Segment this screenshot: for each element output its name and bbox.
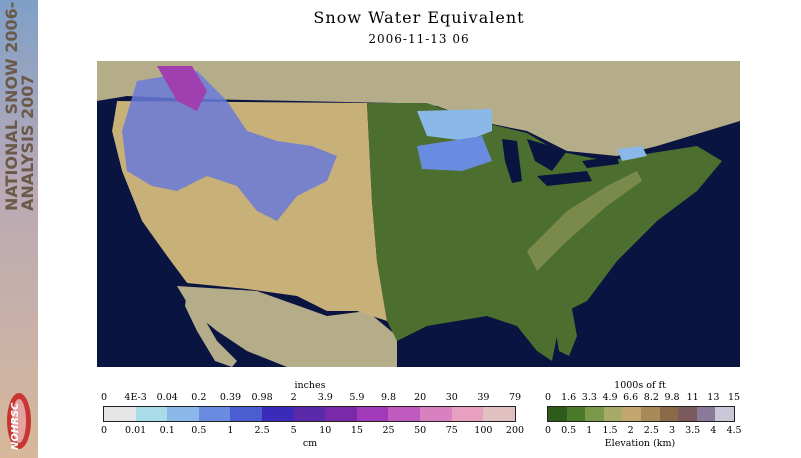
map-title: Snow Water Equivalent xyxy=(313,8,525,27)
elev-top-tick: 15 xyxy=(727,392,741,403)
swe-legend-top-label: inches xyxy=(294,380,326,391)
swe-bottom-tick: 100 xyxy=(474,425,493,436)
elev-bottom-tick: 0 xyxy=(544,425,552,436)
swe-bottom-tick: 2.5 xyxy=(254,425,270,436)
swe-top-tick: 2 xyxy=(290,392,297,403)
elev-bottom-tick: 4.5 xyxy=(726,425,742,436)
elev-bottom-tick: 0.5 xyxy=(561,425,577,436)
swe-bottom-tick: 75 xyxy=(445,425,458,436)
swe-top-tick: 0.2 xyxy=(191,392,207,403)
canada-land xyxy=(97,61,740,156)
elev-top-tick: 8.2 xyxy=(643,392,659,403)
snow-wisconsin xyxy=(417,136,492,171)
swe-bottom-tick: 50 xyxy=(414,425,427,436)
baja-land xyxy=(185,291,237,367)
swe-color-bar xyxy=(103,406,516,422)
elev-swatch xyxy=(622,407,641,421)
swe-top-tick: 0.98 xyxy=(251,392,273,403)
swe-bottom-tick: 1 xyxy=(227,425,234,436)
elev-bottom-tick: 1 xyxy=(586,425,593,436)
elev-top-tick: 1.6 xyxy=(561,392,577,403)
swe-bottom-tick: 10 xyxy=(319,425,332,436)
side-banner: NATIONAL SNOW 2006- ANALYSIS 2007 NOHRSC xyxy=(0,0,38,458)
elev-top-tick: 9.8 xyxy=(664,392,680,403)
elev-bottom-tick: 3 xyxy=(668,425,676,436)
swe-swatch xyxy=(293,407,326,421)
mexico-land xyxy=(177,286,397,367)
swe-top-tick: 39 xyxy=(477,392,490,403)
swe-bottom-tick: 200 xyxy=(505,425,525,436)
swe-bottom-tick: 25 xyxy=(382,425,395,436)
swe-swatch xyxy=(356,407,389,421)
elev-top-tick: 6.6 xyxy=(623,392,639,403)
swe-swatch xyxy=(167,407,199,421)
elev-swatch xyxy=(640,407,660,421)
swe-bottom-tick: 0 xyxy=(100,425,108,436)
snow-rockies-deep xyxy=(157,66,207,111)
snow-northeast xyxy=(617,146,647,161)
swe-swatch xyxy=(104,407,136,421)
swe-swatch xyxy=(451,407,484,421)
elev-swatch xyxy=(603,407,623,421)
elev-bottom-tick: 4 xyxy=(710,425,717,436)
swe-top-tick: 0 xyxy=(100,392,108,403)
elev-bottom-tick: 1.5 xyxy=(602,425,618,436)
swe-bottom-tick: 15 xyxy=(350,425,363,436)
swe-swatch xyxy=(262,407,294,421)
swe-top-tick: 9.8 xyxy=(380,392,397,403)
elev-swatch xyxy=(715,407,734,421)
swe-swatch xyxy=(325,407,357,421)
elev-top-tick: 3.3 xyxy=(581,392,597,403)
elev-color-bar xyxy=(547,406,735,422)
snow-minnesota xyxy=(417,109,492,141)
swe-top-tick: 0.39 xyxy=(219,392,242,403)
snow-northwest xyxy=(122,71,337,221)
nohrsc-logo: NOHRSC xyxy=(4,390,34,452)
swe-legend-bottom-label: cm xyxy=(302,438,318,449)
swe-swatch xyxy=(388,407,421,421)
elev-legend-bottom-label: Elevation (km) xyxy=(604,438,676,449)
swe-top-tick: 79 xyxy=(508,392,522,403)
elev-top-tick: 0 xyxy=(544,392,552,403)
elev-legend-top-label: 1000s of ft xyxy=(614,380,666,391)
swe-swatch xyxy=(135,407,168,421)
swe-top-tick: 20 xyxy=(414,392,427,403)
elev-swatch xyxy=(548,407,567,421)
swe-top-tick: 30 xyxy=(445,392,458,403)
map-timestamp: 2006-11-13 06 xyxy=(368,32,470,46)
elev-top-tick: 11 xyxy=(686,392,699,403)
elev-swatch xyxy=(696,407,716,421)
elev-bottom-tick: 2 xyxy=(627,425,634,436)
swe-swatch xyxy=(420,407,452,421)
swe-bottom-tick: 0.1 xyxy=(159,425,175,436)
elev-swatch xyxy=(678,407,697,421)
elev-swatch xyxy=(566,407,586,421)
elev-swatch xyxy=(585,407,604,421)
swe-bottom-tick: 0.5 xyxy=(191,425,207,436)
swe-swatch xyxy=(483,407,515,421)
swe-top-tick: 4E-3 xyxy=(124,392,147,403)
elev-bottom-tick: 3.5 xyxy=(685,425,701,436)
swe-bottom-tick: 0.01 xyxy=(125,425,147,436)
swe-top-tick: 5.9 xyxy=(349,392,365,403)
swe-swatch xyxy=(198,407,231,421)
swe-top-tick: 3.9 xyxy=(317,392,333,403)
elev-swatch xyxy=(659,407,679,421)
snow-map xyxy=(97,61,740,367)
elev-top-tick: 13 xyxy=(707,392,720,403)
florida xyxy=(552,306,577,356)
logo-text: NOHRSC xyxy=(10,402,21,450)
elev-top-tick: 4.9 xyxy=(602,392,618,403)
swe-bottom-tick: 5 xyxy=(290,425,297,436)
swe-swatch xyxy=(230,407,263,421)
pacific-coast xyxy=(97,101,187,286)
swe-top-tick: 0.04 xyxy=(156,392,178,403)
elev-bottom-tick: 2.5 xyxy=(643,425,659,436)
appalachian-terrain xyxy=(527,171,642,271)
